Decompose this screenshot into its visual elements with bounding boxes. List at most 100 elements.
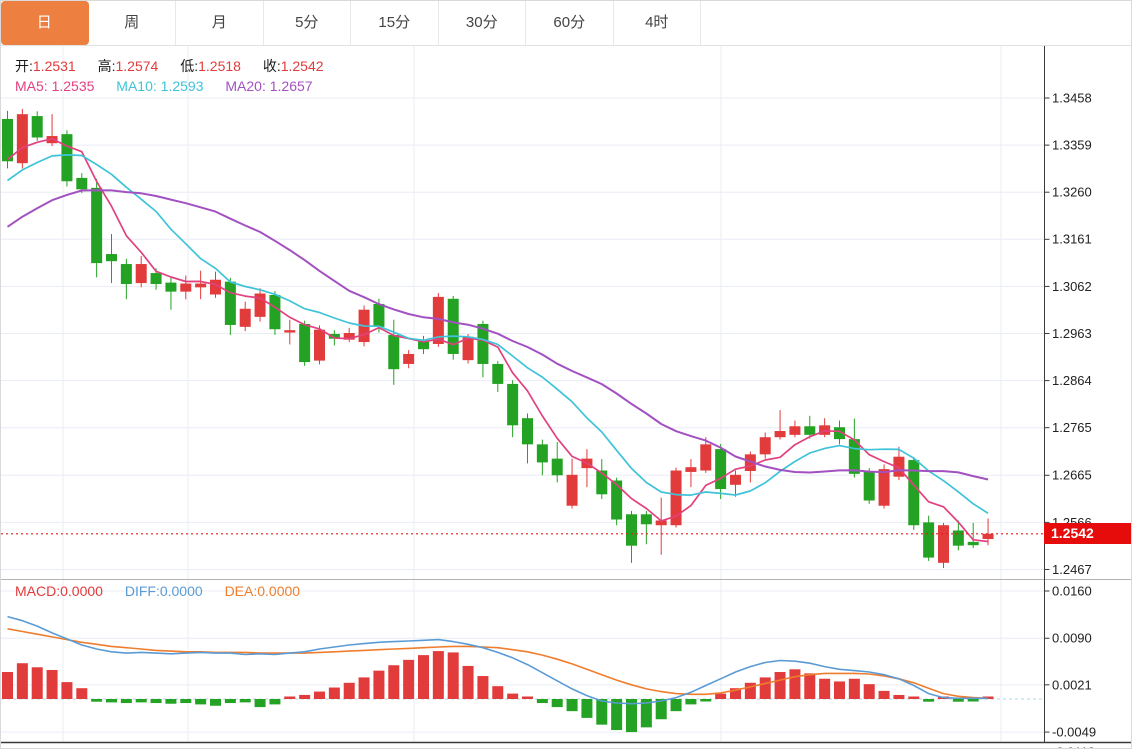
price-tick-label: 1.2963 [1052, 326, 1092, 341]
macd-bar-negative [967, 699, 979, 702]
candle-down [492, 363, 504, 384]
macd-bar-positive [833, 681, 845, 699]
macd-bar-negative [195, 699, 207, 705]
candle-down [611, 480, 623, 520]
candle-up [655, 520, 667, 526]
macd-bar-negative [254, 699, 266, 708]
candle-down [848, 439, 860, 474]
macd-bar-positive [31, 667, 43, 699]
price-tick-label: 1.2864 [1052, 373, 1092, 388]
candle-down [61, 134, 73, 182]
macd-bar-positive [893, 694, 905, 699]
candle-down [31, 116, 43, 138]
price-tick-label: 1.3359 [1052, 138, 1092, 153]
macd-bar-negative [135, 699, 147, 703]
macd-bar-positive [819, 678, 831, 699]
macd-bar-positive [61, 682, 73, 699]
macd-bar-negative [551, 699, 563, 708]
macd-bar-positive [313, 691, 325, 699]
candle-up [343, 333, 355, 340]
macd-tick-label: -0.0049 [1052, 725, 1096, 740]
macd-bar-positive [373, 670, 385, 699]
tab-60min[interactable]: 60分 [526, 1, 614, 45]
macd-bar-positive [804, 673, 816, 699]
candle-up [566, 474, 578, 506]
candle-down [715, 449, 727, 490]
macd-bar-positive [299, 694, 311, 699]
macd-bar-positive [358, 677, 370, 699]
macd-bar-negative [536, 699, 548, 704]
macd-bar-negative [685, 699, 697, 705]
open-value: 开:1.2531 [15, 58, 76, 74]
macd-bar-positive [76, 688, 88, 699]
candle-down [91, 187, 103, 264]
candle-up [403, 353, 415, 364]
low-value: 低:1.2518 [180, 58, 241, 74]
candle-down [165, 282, 177, 292]
candle-up [284, 330, 296, 333]
ohlc-summary: 开:1.2531 高:1.2574 低:1.2518 收:1.2542 [15, 56, 342, 76]
macd-bar-positive [759, 677, 771, 699]
macd-bar-positive [492, 686, 504, 699]
candle-up [878, 469, 890, 506]
candle-up [462, 336, 474, 361]
macd-bar-positive [403, 659, 415, 699]
candle-up [774, 431, 786, 438]
diff-value: DIFF:0.0000 [124, 583, 203, 599]
macd-bar-negative [581, 699, 593, 718]
candle-down [269, 294, 281, 330]
macd-bar-negative [625, 699, 637, 733]
candle-down [373, 304, 385, 327]
candle-down [417, 341, 429, 350]
candle-up [135, 264, 147, 284]
candle-down [447, 298, 459, 354]
macd-bar-positive [789, 669, 801, 699]
tab-30min[interactable]: 30分 [438, 1, 526, 45]
macd-bar-negative [209, 699, 221, 706]
candle-up [685, 467, 697, 472]
candle-down [388, 334, 400, 370]
macd-bar-negative [640, 699, 652, 728]
macd-bar-positive [2, 672, 13, 699]
tab-month[interactable]: 月 [176, 1, 264, 45]
macd-bar-negative [224, 699, 236, 704]
price-tick-label: 1.3161 [1052, 232, 1092, 247]
candle-up [670, 470, 682, 526]
macd-bar-negative [566, 699, 578, 712]
macd-bar-negative [670, 699, 682, 712]
macd-bar-negative [596, 699, 608, 725]
macd-value: MACD:0.0000 [15, 583, 103, 599]
macd-bar-positive [521, 696, 533, 699]
macd-bar-positive [729, 688, 741, 699]
tab-4hour[interactable]: 4时 [613, 1, 701, 45]
ma20-value: MA20: 1.2657 [225, 78, 313, 94]
price-tick-label: 1.3458 [1052, 90, 1092, 105]
macd-bar-negative [91, 699, 103, 702]
macd-bar-positive [284, 696, 296, 699]
macd-bar-positive [46, 669, 58, 699]
macd-bar-positive [432, 651, 444, 699]
macd-bar-positive [343, 682, 355, 699]
tab-15min[interactable]: 15分 [351, 1, 439, 45]
candle-down [804, 426, 816, 435]
ma-legend: MA5: 1.2535 MA10: 1.2593 MA20: 1.2657 [15, 78, 331, 94]
price-tick-label: 1.2665 [1052, 468, 1092, 483]
tab-day[interactable]: 日 [1, 1, 89, 45]
candle-down [507, 383, 519, 426]
tab-5min[interactable]: 5分 [263, 1, 351, 45]
candle-down [625, 514, 637, 546]
macd-bar-negative [120, 699, 132, 704]
candle-up [893, 456, 905, 477]
candle-down [224, 281, 236, 325]
macd-bar-positive [388, 665, 400, 699]
candle-down [120, 264, 132, 285]
macd-tick-label: 0.0160 [1052, 583, 1092, 598]
candle-up [432, 296, 444, 344]
macd-bar-negative [952, 699, 964, 702]
tab-week[interactable]: 周 [88, 1, 176, 45]
candle-up [254, 293, 266, 317]
high-value: 高:1.2574 [97, 58, 159, 74]
current-price-badge: 1.2542 [1044, 523, 1131, 544]
